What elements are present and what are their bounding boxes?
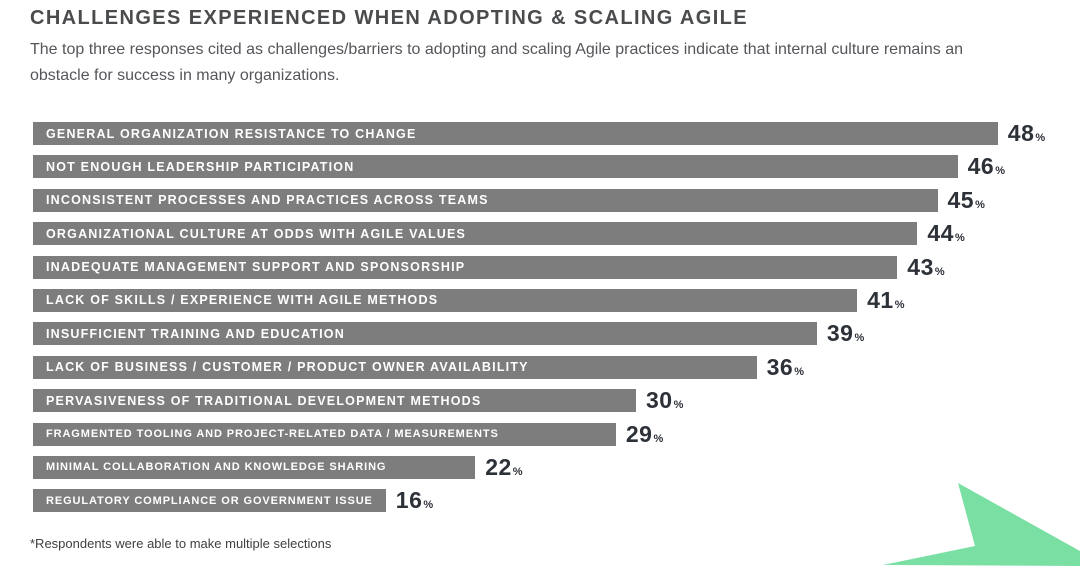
bar-value-number: 39 bbox=[826, 320, 854, 347]
bar-row: ORGANIZATIONAL CULTURE AT ODDS WITH AGIL… bbox=[33, 220, 1045, 247]
page-subtitle: The top three responses cited as challen… bbox=[30, 41, 963, 84]
green-arrow-shape bbox=[883, 483, 1080, 566]
bar-value-number: 22 bbox=[485, 453, 512, 480]
bar-row: NOT ENOUGH LEADERSHIP PARTICIPATION 46 % bbox=[33, 153, 1045, 180]
bar-value-number: 36 bbox=[766, 353, 794, 380]
bar-row: INCONSISTENT PROCESSES AND PRACTICES ACR… bbox=[33, 187, 1045, 214]
bar-value-number: 16 bbox=[395, 487, 423, 514]
bar-label: PERVASIVENESS OF TRADITIONAL DEVELOPMENT… bbox=[46, 393, 482, 408]
bar: NOT ENOUGH LEADERSHIP PARTICIPATION bbox=[33, 155, 958, 179]
bar-value: 41 % bbox=[867, 287, 904, 314]
percent-sign: % bbox=[673, 399, 684, 412]
bar-value-number: 46 bbox=[967, 153, 995, 180]
bar-label: MINIMAL COLLABORATION AND KNOWLEDGE SHAR… bbox=[46, 461, 387, 474]
bar-label: LACK OF SKILLS / EXPERIENCE WITH AGILE M… bbox=[46, 293, 439, 308]
bar-value: 43 % bbox=[907, 254, 944, 281]
percent-sign: % bbox=[512, 465, 523, 478]
bar-value-number: 48 bbox=[1007, 120, 1035, 146]
percent-sign: % bbox=[954, 232, 965, 245]
bar-value: 29 % bbox=[626, 421, 663, 448]
bar: LACK OF SKILLS / EXPERIENCE WITH AGILE M… bbox=[33, 288, 858, 312]
bar: INADEQUATE MANAGEMENT SUPPORT AND SPONSO… bbox=[33, 255, 898, 279]
bar-row: FRAGMENTED TOOLING AND PROJECT-RELATED D… bbox=[33, 421, 1045, 448]
bar: LACK OF BUSINESS / CUSTOMER / PRODUCT OW… bbox=[33, 355, 757, 379]
bar-value-number: 41 bbox=[867, 286, 894, 313]
percent-sign: % bbox=[995, 165, 1005, 178]
bar: PERVASIVENESS OF TRADITIONAL DEVELOPMENT… bbox=[33, 389, 636, 413]
footnote: *Respondents were able to make multiple … bbox=[30, 536, 332, 551]
percent-sign: % bbox=[1035, 132, 1046, 144]
bar-value-number: 43 bbox=[907, 253, 934, 280]
bar-row: GENERAL ORGANIZATION RESISTANCE TO CHANG… bbox=[33, 120, 1045, 147]
bar-value: 45 % bbox=[948, 187, 985, 214]
bar-value-number: 44 bbox=[927, 220, 954, 247]
bar-value-number: 45 bbox=[947, 186, 975, 213]
percent-sign: % bbox=[894, 298, 905, 311]
bar-value: 39 % bbox=[827, 320, 864, 347]
percent-sign: % bbox=[934, 265, 945, 278]
bar: MINIMAL COLLABORATION AND KNOWLEDGE SHAR… bbox=[33, 455, 476, 479]
bar-row: PERVASIVENESS OF TRADITIONAL DEVELOPMENT… bbox=[33, 387, 1045, 414]
bar-chart: GENERAL ORGANIZATION RESISTANCE TO CHANG… bbox=[33, 120, 1045, 523]
percent-sign: % bbox=[794, 365, 804, 378]
bar-value: 48 % bbox=[1008, 120, 1045, 147]
page-title: CHALLENGES EXPERIENCED WHEN ADOPTING & S… bbox=[30, 7, 749, 29]
bar-label: NOT ENOUGH LEADERSHIP PARTICIPATION bbox=[46, 159, 355, 174]
bar-row: LACK OF SKILLS / EXPERIENCE WITH AGILE M… bbox=[33, 287, 1045, 314]
bar-row: MINIMAL COLLABORATION AND KNOWLEDGE SHAR… bbox=[33, 454, 1045, 481]
percent-sign: % bbox=[423, 499, 434, 512]
green-arrow-icon bbox=[883, 483, 1080, 566]
bar-row: INSUFFICIENT TRAINING AND EDUCATION 39 % bbox=[33, 320, 1045, 347]
bar-label: REGULATORY COMPLIANCE OR GOVERNMENT ISSU… bbox=[46, 494, 373, 507]
bar-value: 30 % bbox=[646, 387, 683, 414]
bar-label: FRAGMENTED TOOLING AND PROJECT-RELATED D… bbox=[46, 428, 499, 441]
bar-row: REGULATORY COMPLIANCE OR GOVERNMENT ISSU… bbox=[33, 487, 1045, 514]
bar-value: 44 % bbox=[927, 220, 964, 247]
bar: INCONSISTENT PROCESSES AND PRACTICES ACR… bbox=[33, 188, 938, 212]
bar-value: 46 % bbox=[968, 153, 1005, 180]
bar: FRAGMENTED TOOLING AND PROJECT-RELATED D… bbox=[33, 422, 616, 446]
bar: ORGANIZATIONAL CULTURE AT ODDS WITH AGIL… bbox=[33, 222, 918, 246]
bar-row: LACK OF BUSINESS / CUSTOMER / PRODUCT OW… bbox=[33, 354, 1045, 381]
percent-sign: % bbox=[975, 198, 985, 211]
bar-label: LACK OF BUSINESS / CUSTOMER / PRODUCT OW… bbox=[46, 360, 529, 375]
percent-sign: % bbox=[653, 432, 664, 445]
bar: GENERAL ORGANIZATION RESISTANCE TO CHANG… bbox=[33, 122, 998, 145]
bar-label: INADEQUATE MANAGEMENT SUPPORT AND SPONSO… bbox=[46, 260, 466, 275]
bar: INSUFFICIENT TRAINING AND EDUCATION bbox=[33, 322, 817, 346]
bar: REGULATORY COMPLIANCE OR GOVERNMENT ISSU… bbox=[33, 489, 386, 513]
bar-value-number: 29 bbox=[625, 420, 653, 447]
bar-label: ORGANIZATIONAL CULTURE AT ODDS WITH AGIL… bbox=[46, 226, 467, 241]
bar-value-number: 30 bbox=[646, 387, 673, 414]
bar-value: 16 % bbox=[396, 487, 433, 514]
bar-label: INSUFFICIENT TRAINING AND EDUCATION bbox=[46, 326, 345, 341]
bar-label: GENERAL ORGANIZATION RESISTANCE TO CHANG… bbox=[46, 126, 417, 141]
bar-value: 36 % bbox=[767, 354, 804, 381]
bar-value: 22 % bbox=[485, 454, 522, 481]
bar-row: INADEQUATE MANAGEMENT SUPPORT AND SPONSO… bbox=[33, 254, 1045, 281]
percent-sign: % bbox=[854, 332, 865, 345]
bar-label: INCONSISTENT PROCESSES AND PRACTICES ACR… bbox=[46, 193, 489, 208]
